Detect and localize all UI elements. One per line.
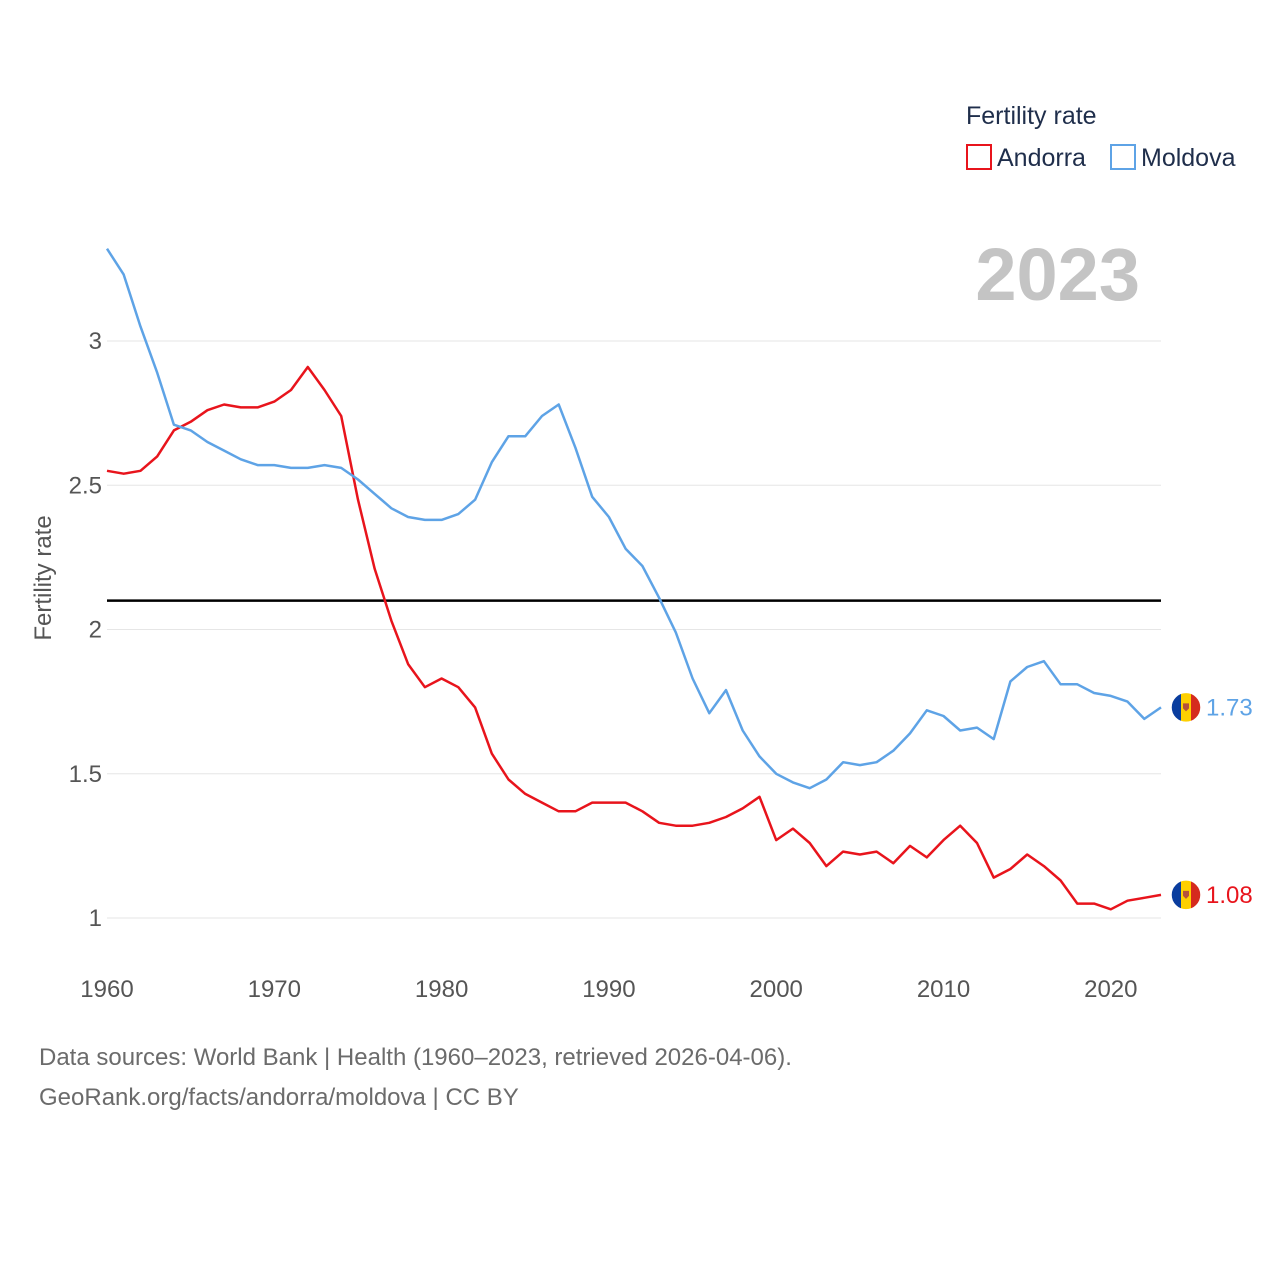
series-line-andorra[interactable]: [106, 365, 1162, 911]
y-tick-label-2: 2: [89, 617, 102, 644]
flag-bands: [1171, 879, 1201, 910]
legend-label-andorra[interactable]: Andorra: [997, 144, 1086, 172]
flag-band-red: [1191, 879, 1201, 910]
current-year-label: 2023: [975, 233, 1140, 316]
x-tick-label-1970: 1970: [248, 976, 301, 1003]
flag-emblem: [1183, 890, 1189, 899]
x-axis-ticks: 1960 1970 1980 1990 2000 2010 2020: [80, 976, 1137, 1003]
legend[interactable]: Fertility rate Andorra Moldova: [966, 102, 1236, 172]
x-tick-label-1980: 1980: [415, 976, 468, 1003]
x-tick-label-1960: 1960: [80, 976, 133, 1003]
legend-label-moldova[interactable]: Moldova: [1141, 144, 1236, 172]
moldova-flag-icon: [1170, 691, 1202, 724]
y-tick-label-1.5: 1.5: [69, 761, 102, 788]
flag-band-blue: [1171, 692, 1181, 723]
end-value-label-andorra: 1.08: [1206, 882, 1253, 909]
flag-band-blue: [1171, 879, 1181, 910]
x-tick-label-2020: 2020: [1084, 976, 1137, 1003]
flag-band-red: [1191, 692, 1201, 723]
x-tick-label-2010: 2010: [917, 976, 970, 1003]
series-line-moldova[interactable]: [105, 248, 1162, 790]
flag-bands: [1171, 692, 1201, 723]
flag-border: [1170, 691, 1202, 724]
x-tick-label-2000: 2000: [750, 976, 803, 1003]
legend-swatch-andorra[interactable]: [966, 144, 992, 170]
y-tick-label-1: 1: [89, 905, 102, 932]
footer-source: Data sources: World Bank | Health (1960–…: [39, 1044, 792, 1071]
series-lines: [105, 248, 1162, 911]
legend-title: Fertility rate: [966, 102, 1097, 130]
andorra-flag-icon: [1170, 879, 1202, 911]
y-tick-label-2.5: 2.5: [69, 472, 102, 499]
y-axis-title: Fertility rate: [30, 515, 57, 640]
legend-swatch-moldova[interactable]: [1110, 144, 1136, 170]
y-axis-ticks: 1 1.5 2 2.5 3: [69, 328, 102, 932]
series-end-markers: 1.08 1.73: [1170, 691, 1253, 911]
flag-border: [1170, 879, 1202, 911]
gridlines: [107, 340, 1161, 919]
flag-emblem: [1183, 703, 1189, 712]
footer-url[interactable]: GeoRank.org/facts/andorra/moldova | CC B…: [39, 1084, 519, 1111]
y-tick-label-3: 3: [89, 328, 102, 355]
end-value-label-moldova: 1.73: [1206, 694, 1253, 721]
x-tick-label-1990: 1990: [582, 976, 635, 1003]
